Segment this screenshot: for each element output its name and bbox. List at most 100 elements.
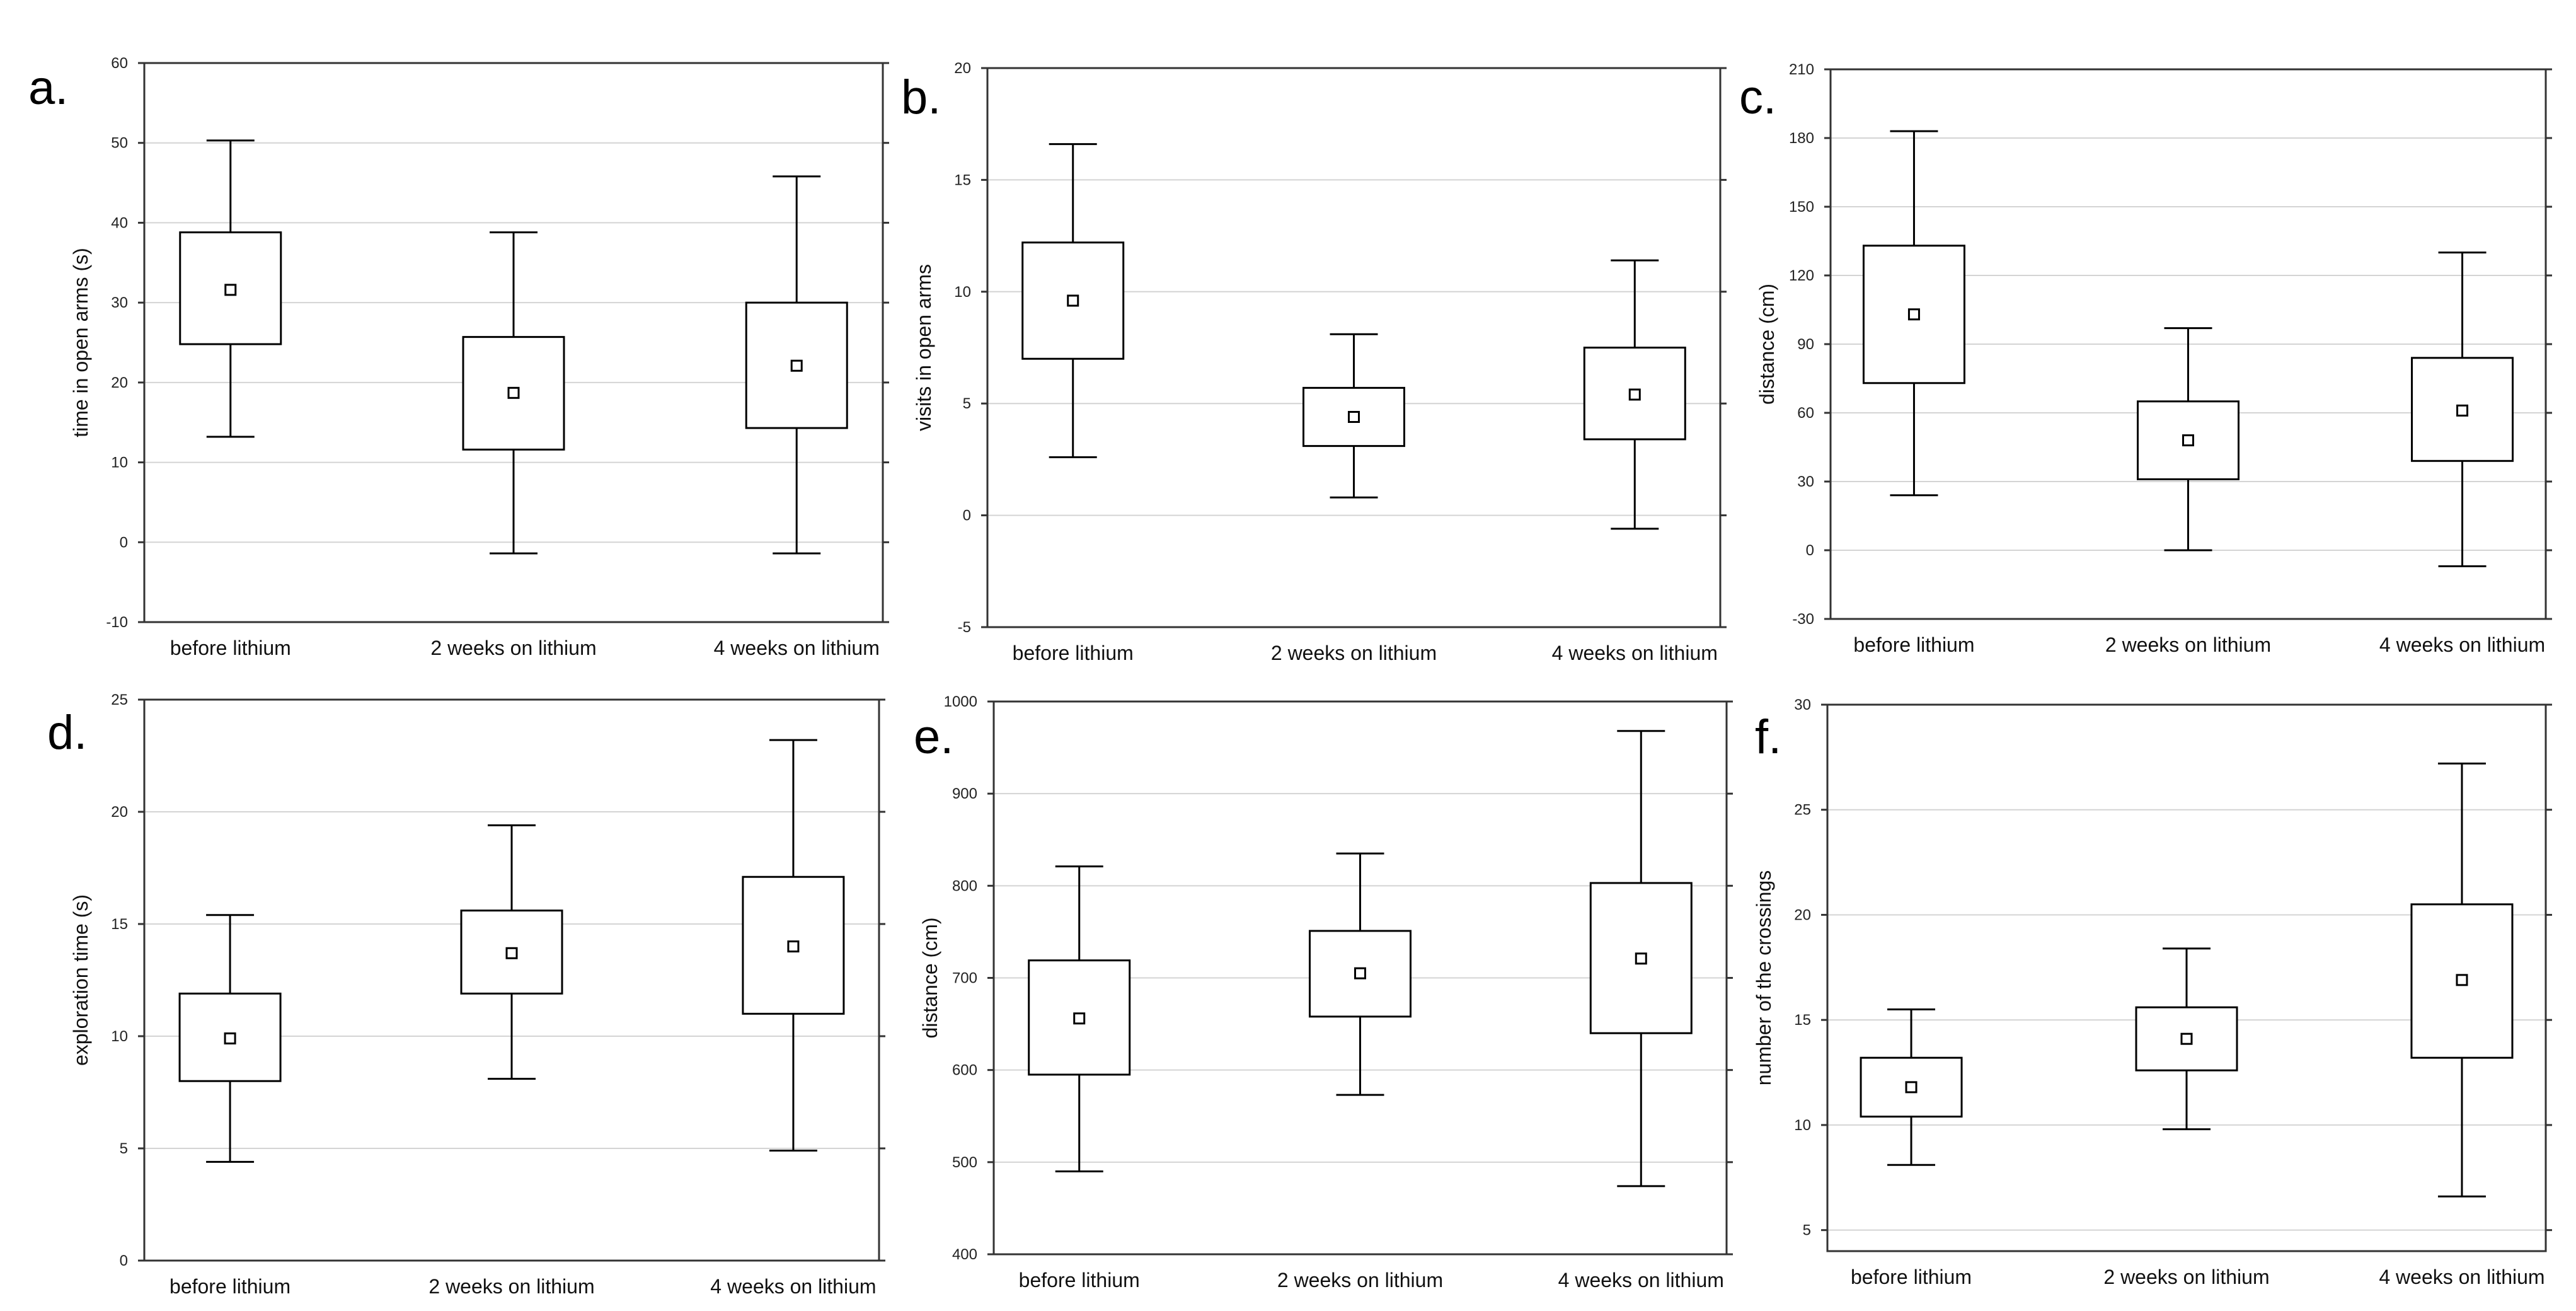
mean-marker xyxy=(224,284,237,296)
y-tick-label: 30 xyxy=(1797,473,1814,490)
y-tick-label: 400 xyxy=(952,1246,977,1263)
y-tick-label: 0 xyxy=(1806,542,1814,559)
category-label: before lithium xyxy=(1013,642,1134,664)
box-1 xyxy=(1860,1008,1963,1166)
category-label: before lithium xyxy=(1851,1266,1972,1288)
mean-marker xyxy=(2456,404,2469,417)
box-3 xyxy=(2411,251,2514,567)
y-tick-label: 210 xyxy=(1789,61,1814,78)
y-tick-label: 5 xyxy=(120,1140,128,1157)
box-3 xyxy=(1589,730,1693,1187)
panel-label: d. xyxy=(47,706,87,759)
mean-marker xyxy=(790,359,803,372)
panel-b: -5 0 5 10 15 20 visits in open arms b. before li… xyxy=(901,60,1727,664)
category-label: 4 weeks on lithium xyxy=(1552,642,1718,664)
y-tick-label: 50 xyxy=(111,135,128,152)
y-tick-label: 20 xyxy=(1794,906,1811,923)
mean-marker xyxy=(2180,1032,2193,1045)
y-axis-title: visits in open arms xyxy=(912,264,935,431)
box-1 xyxy=(1862,130,1965,497)
panel-a: -10 0 10 20 30 40 50 60 time in open arms (s) a. b… xyxy=(28,55,889,659)
y-tick-label: 120 xyxy=(1789,267,1814,284)
box-2 xyxy=(1309,852,1412,1096)
y-tick-label: 5 xyxy=(1803,1222,1811,1239)
box-1 xyxy=(1021,143,1125,458)
category-label: 4 weeks on lithium xyxy=(714,637,880,659)
y-tick-label: 1000 xyxy=(944,693,977,710)
category-label: 2 weeks on lithium xyxy=(1277,1269,1443,1291)
y-tick-label: 25 xyxy=(1794,802,1811,819)
mean-marker xyxy=(224,1032,236,1045)
mean-marker xyxy=(787,940,800,953)
y-tick-label: -10 xyxy=(106,614,128,631)
box-2 xyxy=(2137,327,2240,552)
panel-label: b. xyxy=(901,71,941,124)
plot-frame xyxy=(986,67,1722,628)
y-tick-label: 90 xyxy=(1797,336,1814,353)
panel-label: f. xyxy=(1755,710,1781,764)
category-label: 2 weeks on lithium xyxy=(1271,642,1437,664)
mean-marker xyxy=(1628,388,1641,401)
y-tick-label: 10 xyxy=(954,284,971,301)
panel-label: e. xyxy=(914,710,953,764)
mean-marker xyxy=(1905,1081,1918,1094)
y-axis-title: distance (cm) xyxy=(1756,284,1778,405)
box-1 xyxy=(1028,865,1131,1172)
box-3 xyxy=(2410,762,2514,1198)
panel-e: 400 500 600 700 800 900 1000 distance (cm) e. bef… xyxy=(914,693,1733,1291)
y-tick-label: 500 xyxy=(952,1154,977,1171)
panel-f: 5 10 15 20 25 30 number of the crossings f. befo… xyxy=(1752,696,2552,1288)
panel-c: -30 0 30 60 90 120 150 180 210 distance (cm) c. bef… xyxy=(1739,61,2552,656)
panel-label: c. xyxy=(1739,71,1776,124)
plot-frame xyxy=(1826,703,2547,1252)
category-label: before lithium xyxy=(170,1275,290,1298)
y-tick-label: 180 xyxy=(1789,130,1814,147)
panel-d: 0 5 10 15 20 25 exploration time (s) d. before l… xyxy=(47,691,885,1298)
y-tick-label: 30 xyxy=(1794,696,1811,713)
y-axis-title: number of the crossings xyxy=(1752,870,1775,1086)
y-tick-label: 0 xyxy=(963,507,971,524)
mean-marker xyxy=(505,947,518,959)
mean-marker xyxy=(1348,410,1360,423)
box-2 xyxy=(462,231,565,555)
y-tick-label: 30 xyxy=(111,294,128,311)
mean-marker xyxy=(2182,434,2194,447)
mean-marker xyxy=(1067,294,1079,307)
mean-marker xyxy=(1907,308,1920,321)
box-3 xyxy=(745,175,848,555)
category-label: 2 weeks on lithium xyxy=(2105,633,2271,656)
y-axis-title: exploration time (s) xyxy=(69,894,92,1066)
y-tick-label: 700 xyxy=(952,970,977,987)
y-tick-label: 15 xyxy=(1794,1012,1811,1029)
y-tick-label: 5 xyxy=(963,395,971,412)
mean-marker xyxy=(1354,967,1366,979)
y-tick-label: 150 xyxy=(1789,199,1814,216)
y-tick-label: -30 xyxy=(1792,611,1814,628)
category-label: 4 weeks on lithium xyxy=(710,1275,876,1298)
category-label: 4 weeks on lithium xyxy=(2379,1266,2544,1288)
y-tick-label: 800 xyxy=(952,877,977,894)
y-tick-label: 20 xyxy=(111,804,128,821)
box-1 xyxy=(179,139,282,438)
mean-marker xyxy=(2456,974,2468,986)
mean-marker xyxy=(507,386,520,399)
box-2 xyxy=(1302,333,1405,499)
y-tick-label: 10 xyxy=(1794,1117,1811,1134)
box-1 xyxy=(178,914,282,1163)
y-tick-label: 15 xyxy=(111,916,128,933)
category-label: 2 weeks on lithium xyxy=(428,1275,594,1298)
y-tick-label: 10 xyxy=(111,1028,128,1045)
y-tick-label: 0 xyxy=(120,534,128,551)
y-tick-label: 60 xyxy=(1797,405,1814,422)
y-tick-label: 60 xyxy=(111,55,128,72)
y-tick-label: -5 xyxy=(958,619,971,636)
category-label: before lithium xyxy=(1019,1269,1140,1291)
y-tick-label: 0 xyxy=(120,1252,128,1269)
y-tick-label: 900 xyxy=(952,785,977,802)
panel-label: a. xyxy=(28,61,68,115)
y-tick-label: 20 xyxy=(954,60,971,77)
plot-frame xyxy=(143,698,880,1262)
plot-frame xyxy=(143,62,884,623)
y-axis-title: distance (cm) xyxy=(919,917,941,1038)
